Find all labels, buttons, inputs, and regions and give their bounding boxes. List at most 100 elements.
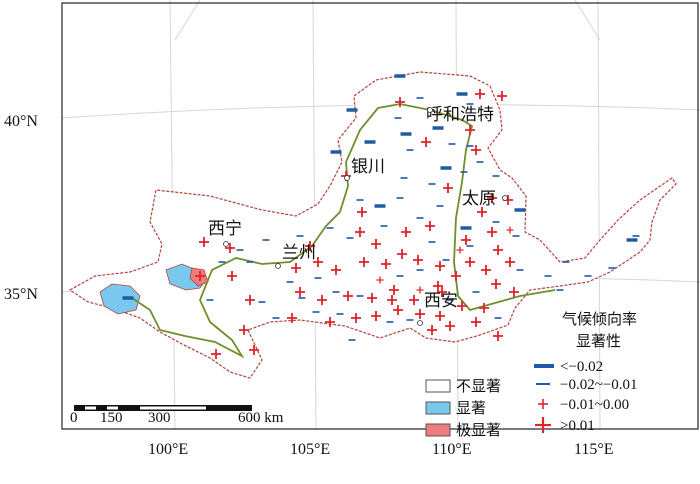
station-large-plus <box>475 89 485 99</box>
station-large-plus <box>445 321 455 331</box>
station-large-plus <box>457 301 467 311</box>
station-large-plus <box>493 331 503 341</box>
city-label-lanzhou: 兰州 <box>282 243 316 263</box>
legend-label-large-plus: >0.01 <box>560 418 595 434</box>
station-large-plus <box>437 287 447 297</box>
map-frame <box>61 2 699 430</box>
station-large-plus <box>357 207 367 217</box>
station-large-plus <box>415 309 425 319</box>
city-marker-hohhot <box>427 107 433 113</box>
station-large-plus <box>505 257 515 267</box>
station-large-plus <box>371 239 381 249</box>
scale-bar-segment <box>85 406 96 410</box>
city-marker-lanzhou <box>275 263 281 269</box>
city-marker-xian <box>417 320 423 326</box>
legend-swatch-significant <box>425 401 451 415</box>
scale-bar: 0 150 300 600 km <box>70 405 284 426</box>
city-label-yinchuan: 银川 <box>351 157 385 177</box>
station-large-plus <box>393 305 403 315</box>
city-label-hohhot: 呼和浩特 <box>426 105 494 125</box>
station-large-plus <box>493 245 503 255</box>
station-large-plus <box>451 271 461 281</box>
station-large-plus <box>351 313 361 323</box>
lon-label-115: 115°E <box>574 441 614 458</box>
legend-swatch-not-significant <box>425 379 451 393</box>
station-large-plus <box>465 257 475 267</box>
station-large-plus <box>427 325 437 335</box>
station-large-plus <box>199 237 209 247</box>
station-large-plus <box>227 271 237 281</box>
legend-label-thin-dash: −0.02~−0.01 <box>560 377 638 393</box>
station-small-plus <box>456 246 464 254</box>
station-large-plus <box>435 261 445 271</box>
station-large-plus <box>425 221 435 231</box>
station-large-plus <box>239 325 249 335</box>
station-large-plus <box>387 295 397 305</box>
lon-label-110: 110°E <box>432 441 472 458</box>
legend-label-small-plus: −0.01~0.00 <box>560 397 629 413</box>
station-large-plus <box>389 285 399 295</box>
legend-label-very-significant: 极显著 <box>456 421 501 439</box>
station-large-plus <box>401 227 411 237</box>
station-large-plus <box>471 317 481 327</box>
station-large-plus <box>305 241 315 251</box>
city-label-xian: 西安 <box>424 291 458 311</box>
trend-legend: 气候倾向率 显著性 <−0.02 −0.02~−0.01 −0.01~0.00 … <box>534 310 638 434</box>
station-large-plus <box>413 255 423 265</box>
station-large-plus <box>491 279 501 289</box>
scale-bar-segment <box>140 406 206 410</box>
station-small-plus <box>376 276 384 284</box>
legend-label-not-significant: 不显著 <box>456 377 501 395</box>
basin-outline <box>68 71 677 379</box>
station-symbols <box>122 74 640 359</box>
legend-symbol-large-plus <box>535 417 551 433</box>
station-large-plus <box>481 265 491 275</box>
station-large-plus <box>487 227 497 237</box>
city-label-xining: 西宁 <box>208 219 242 239</box>
station-small-plus <box>506 226 514 234</box>
yellow-river <box>131 103 556 359</box>
station-large-plus <box>359 257 369 267</box>
axis-labels: 40°N 35°N 100°E 105°E 110°E 115°E <box>4 113 614 458</box>
station-large-plus <box>313 257 323 267</box>
station-large-plus <box>443 183 453 193</box>
station-large-plus <box>287 313 297 323</box>
scale-label-300: 300 <box>148 410 171 426</box>
station-large-plus <box>291 263 301 273</box>
trend-legend-title-line1: 气候倾向率 <box>562 310 637 328</box>
scale-label-600: 600 km <box>238 410 284 426</box>
legend-swatch-very-significant <box>425 423 451 437</box>
station-large-plus <box>211 349 221 359</box>
station-large-plus <box>325 317 335 327</box>
station-large-plus <box>409 295 419 305</box>
station-large-plus <box>295 287 305 297</box>
station-large-plus <box>479 303 489 313</box>
city-marker-xining <box>223 241 229 247</box>
station-large-plus <box>371 311 381 321</box>
station-large-plus <box>395 97 405 107</box>
significance-legend: 不显著 显著 极显著 <box>425 377 501 439</box>
station-large-plus <box>225 243 235 253</box>
station-large-plus <box>355 227 365 237</box>
scale-label-150: 150 <box>100 410 123 426</box>
station-large-plus <box>331 265 341 275</box>
city-marker-taiyuan <box>502 195 508 201</box>
station-large-plus <box>487 193 497 203</box>
city-markers <box>223 107 508 326</box>
scale-bar-segment <box>107 406 118 410</box>
city-marker-yinchuan <box>344 175 350 181</box>
station-large-plus <box>461 235 471 245</box>
station-large-plus <box>381 259 391 269</box>
lat-label-40: 40°N <box>4 113 38 130</box>
station-large-plus <box>245 295 255 305</box>
station-large-plus <box>343 291 353 301</box>
lon-label-100: 100°E <box>148 441 188 458</box>
very-significant-area <box>189 267 209 287</box>
station-large-plus <box>397 249 407 259</box>
station-large-plus <box>421 137 431 147</box>
station-large-plus <box>195 271 205 281</box>
station-small-plus <box>416 286 424 294</box>
station-large-plus <box>433 281 443 291</box>
